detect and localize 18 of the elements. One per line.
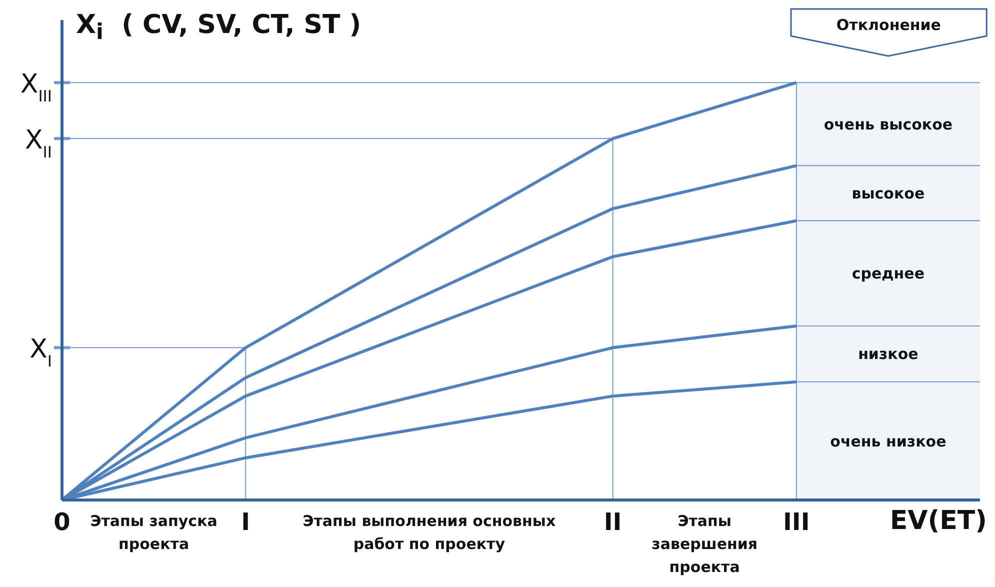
text: Этапы завершения проекта	[650, 511, 759, 578]
band-label: среднее	[852, 264, 925, 283]
text: Отклонение	[835, 16, 942, 34]
band-label: низкое	[858, 345, 918, 364]
ref-line-label: X$_{I}$	[30, 334, 52, 371]
x-tick-label: III	[783, 508, 810, 536]
x-axis-title: EV(ET)	[890, 506, 987, 536]
ref-line-label: X$_{III}$	[20, 70, 52, 106]
x-tick-label: 0	[54, 508, 70, 536]
x-tick-label: I	[241, 508, 250, 536]
band-label: высокое	[852, 184, 925, 203]
text: Этапы выполнения основных работ по проекту	[302, 511, 557, 555]
ref-line-label: X$_{II}$	[24, 126, 52, 162]
text: Этапы запуска проекта	[89, 511, 218, 555]
band-label: очень низкое	[830, 432, 946, 450]
y-axis-title: X$_{i}$ ( CV, SV, CT, ST )	[76, 10, 362, 46]
x-tick-label: II	[604, 508, 622, 536]
band-label: очень высокое	[824, 115, 953, 134]
